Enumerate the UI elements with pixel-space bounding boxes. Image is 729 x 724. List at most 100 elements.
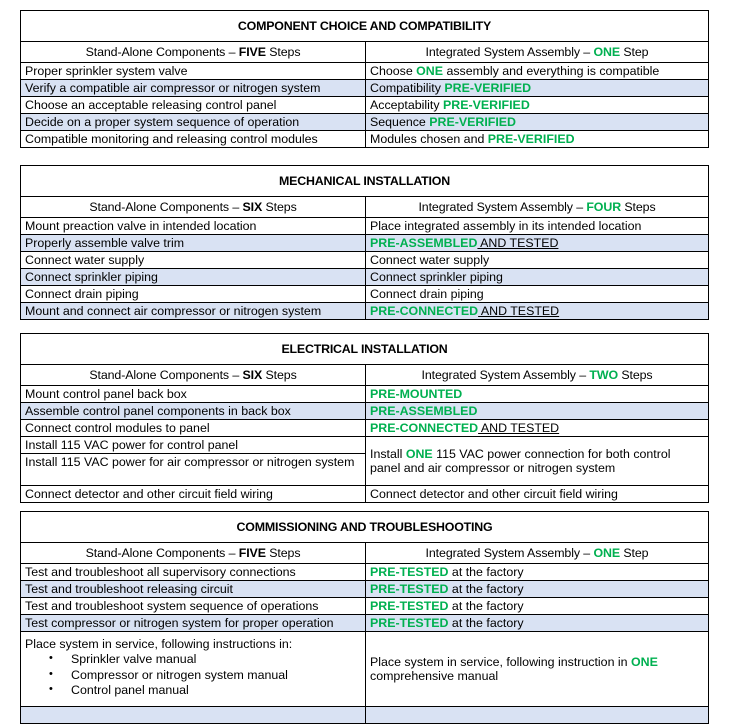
cell-stand-alone: Connect detector and other circuit field…: [20, 485, 366, 503]
table-title: ELECTRICAL INSTALLATION: [19, 333, 710, 365]
cell-integrated: Sequence PRE-VERIFIED: [364, 113, 710, 131]
column-header-integrated: Integrated System Assembly – ONE Step: [364, 41, 710, 63]
table-row: Test and troubleshoot system sequence of…: [20, 597, 709, 615]
header-text-pre: Stand-Alone Components –: [89, 368, 243, 382]
cell-integrated: Connect drain piping: [364, 285, 710, 303]
cell-highlight: PRE-VERIFIED: [443, 98, 530, 112]
table-row: Assemble control panel components in bac…: [20, 402, 710, 420]
list-item: Control panel manual: [49, 682, 361, 699]
table-header-row: Stand-Alone Components – SIX Steps Integ…: [20, 364, 710, 386]
cell-stand-alone: Properly assemble valve trim: [20, 234, 366, 252]
table-row: Connect detector and other circuit field…: [20, 485, 710, 503]
cell-stand-alone: Connect control modules to panel: [20, 419, 366, 437]
cell-integrated: PRE-ASSEMBLED: [364, 402, 710, 420]
manual-list: Sprinkler valve manual Compressor or nit…: [25, 651, 361, 699]
cell-text-pre: Modules chosen and: [370, 132, 488, 146]
cell-stand-alone: Connect drain piping: [20, 285, 366, 303]
table-title-row: ELECTRICAL INSTALLATION: [19, 333, 710, 365]
header-text-post: Step: [620, 45, 649, 59]
header-text-post: Steps: [618, 368, 653, 382]
cell-highlight: PRE-ASSEMBLED: [370, 236, 478, 250]
cell-integrated: Connect sprinkler piping: [364, 268, 710, 286]
table-row: Compatible monitoring and releasing cont…: [20, 130, 710, 148]
cell-highlight: ONE: [416, 64, 444, 78]
header-text-post: Step: [620, 546, 649, 560]
cell-highlight: PRE-MOUNTED: [370, 387, 463, 401]
table-row: Mount and connect air compressor or nitr…: [20, 302, 710, 320]
cell-text-post: at the factory: [448, 565, 524, 579]
header-text-pre: Integrated System Assembly –: [425, 45, 594, 59]
list-item: Compressor or nitrogen system manual: [49, 667, 361, 684]
header-count: ONE: [593, 45, 621, 59]
cell-text-pre: Connect water supply: [370, 253, 490, 267]
table-row: Connect drain piping Connect drain pipin…: [20, 285, 710, 303]
cell-stand-alone: Connect water supply: [20, 251, 366, 269]
table-title-row: COMPONENT CHOICE AND COMPATIBILITY: [19, 10, 710, 42]
header-count: SIX: [242, 368, 263, 382]
cell-integrated: Compatibility PRE-VERIFIED: [364, 79, 710, 97]
table-row: Test and troubleshoot releasing circuit …: [20, 580, 709, 598]
cell-integrated: PRE-ASSEMBLED AND TESTED: [364, 234, 710, 252]
header-text-pre: Integrated System Assembly –: [425, 546, 594, 560]
table-row: Mount control panel back box PRE-MOUNTED: [20, 385, 710, 403]
column-header-integrated: Integrated System Assembly – FOUR Steps: [364, 196, 710, 218]
cell-highlight: PRE-VERIFIED: [487, 132, 575, 146]
header-count: FIVE: [238, 546, 266, 560]
cell-text-pre: Install: [370, 447, 406, 461]
cell-stand-alone: Install 115 VAC power for control panel: [20, 436, 366, 454]
cell-stand-alone: Proper sprinkler system valve: [20, 62, 366, 80]
cell-stand-alone: Test and troubleshoot releasing circuit: [20, 580, 366, 598]
table-title-row: COMMISSIONING AND TROUBLESHOOTING: [20, 511, 709, 543]
header-text-pre: Stand-Alone Components –: [85, 546, 239, 560]
cell-integrated: PRE-MOUNTED: [364, 385, 710, 403]
header-text-post: Steps: [621, 200, 656, 214]
table-header-row: Stand-Alone Components – SIX Steps Integ…: [20, 196, 710, 218]
cell-intro-text: Place system in service, following instr…: [25, 637, 293, 652]
table-row: Verify a compatible air compressor or ni…: [20, 79, 710, 97]
table-electrical-installation: ELECTRICAL INSTALLATION Stand-Alone Comp…: [19, 333, 710, 503]
cell-stand-alone: Compatible monitoring and releasing cont…: [20, 130, 366, 148]
cell-integrated: PRE-TESTED at the factory: [365, 563, 709, 581]
cell-integrated-merged: Install ONE 115 VAC power connection for…: [364, 436, 710, 486]
table-component-choice: COMPONENT CHOICE AND COMPATIBILITY Stand…: [19, 10, 710, 148]
cell-text-pre: Place integrated assembly in its intende…: [370, 219, 642, 233]
cell-stand-alone: Decide on a proper system sequence of op…: [20, 113, 366, 131]
table-title: MECHANICAL INSTALLATION: [19, 165, 710, 197]
column-header-stand-alone: Stand-Alone Components – SIX Steps: [20, 364, 366, 386]
cell-highlight: ONE: [631, 655, 658, 669]
cell-text-pre: Connect detector and other circuit field…: [370, 487, 618, 501]
table-row: Connect sprinkler piping Connect sprinkl…: [20, 268, 710, 286]
cell-integrated: Choose ONE assembly and everything is co…: [364, 62, 710, 80]
cell-stand-alone-empty: [20, 706, 366, 724]
header-count: FOUR: [586, 200, 622, 214]
table-title: COMMISSIONING AND TROUBLESHOOTING: [20, 511, 709, 543]
cell-text-pre: Connect sprinkler piping: [370, 270, 503, 284]
table-row: Properly assemble valve trim PRE-ASSEMBL…: [20, 234, 710, 252]
column-header-integrated: Integrated System Assembly – TWO Steps: [364, 364, 710, 386]
cell-integrated: PRE-CONNECTED AND TESTED: [364, 302, 710, 320]
cell-highlight: PRE-ASSEMBLED: [370, 404, 478, 418]
column-header-stand-alone: Stand-Alone Components – SIX Steps: [20, 196, 366, 218]
table-row: Decide on a proper system sequence of op…: [20, 113, 710, 131]
cell-stand-alone: Choose an acceptable releasing control p…: [20, 96, 366, 114]
cell-stand-alone: Assemble control panel components in bac…: [20, 402, 366, 420]
cell-integrated: PRE-CONNECTED AND TESTED: [364, 419, 710, 437]
cell-integrated: Acceptability PRE-VERIFIED: [364, 96, 710, 114]
cell-integrated: Connect detector and other circuit field…: [364, 485, 710, 503]
cell-integrated: Place system in service, following instr…: [365, 631, 709, 707]
cell-stand-alone: Mount control panel back box: [20, 385, 366, 403]
list-item: Sprinkler valve manual: [49, 651, 361, 668]
cell-highlight: ONE: [405, 447, 433, 461]
cell-stand-alone: Mount and connect air compressor or nitr…: [20, 302, 366, 320]
cell-stand-alone: Test compressor or nitrogen system for p…: [20, 614, 366, 632]
cell-stand-alone: Verify a compatible air compressor or ni…: [20, 79, 366, 97]
cell-text-post: 115 VAC power connection for both contro…: [370, 447, 671, 475]
table-commissioning-troubleshooting: COMMISSIONING AND TROUBLESHOOTING Stand-…: [20, 511, 709, 724]
cell-stand-alone: Install 115 VAC power for air compressor…: [20, 453, 366, 486]
cell-highlight: PRE-VERIFIED: [429, 115, 516, 129]
header-text-pre: Stand-Alone Components –: [89, 200, 243, 214]
table-row: Install 115 VAC power for control panel …: [20, 436, 710, 486]
header-text-post: Steps: [265, 45, 301, 59]
header-count: SIX: [242, 200, 263, 214]
